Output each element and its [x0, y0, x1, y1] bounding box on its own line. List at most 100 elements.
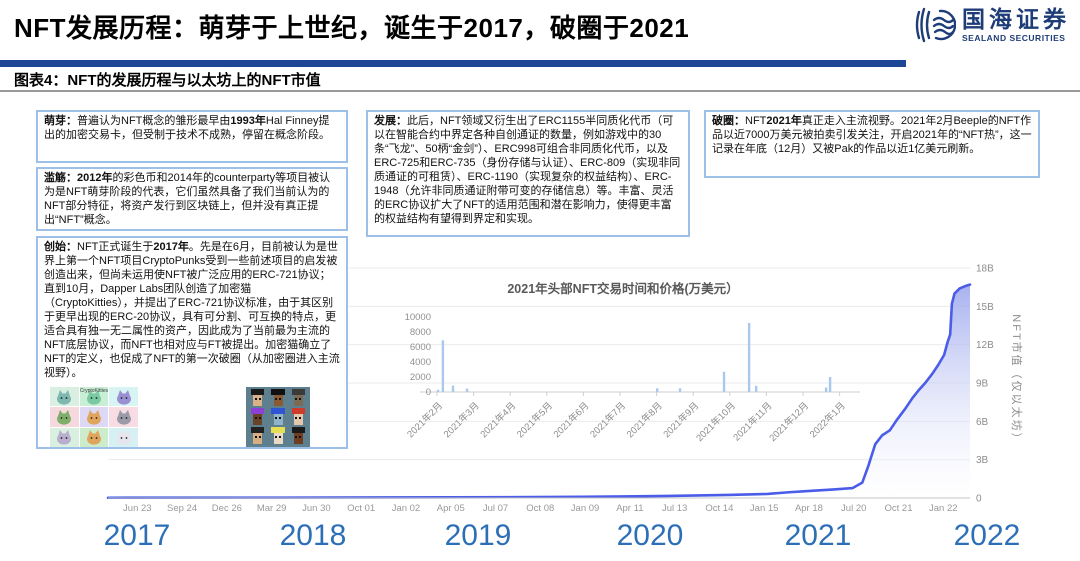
sale-bar [722, 371, 726, 392]
sale-bar [436, 389, 440, 392]
month-label: 2021年5月 [514, 400, 555, 441]
y-tick-label-right: 18B [976, 264, 994, 275]
info-box-development: 发展：此后，NFT领域又衍生出了ERC1155半同质化代币（可以在智能合约中界定… [366, 110, 690, 237]
sale-bar [824, 387, 828, 392]
sale-bar [747, 323, 751, 392]
y-tick-label-right: 0 [976, 494, 982, 505]
kitty-tile [50, 387, 79, 407]
title-underline-rule [0, 60, 906, 67]
box-term: 萌芽： [44, 115, 77, 127]
punk-avatar [248, 389, 267, 407]
x-tick-label: Oct 21 [885, 503, 913, 514]
x-tick-label: Jun 30 [302, 503, 331, 514]
y-tick-label-right: 6B [976, 417, 989, 428]
punk-avatar [268, 408, 287, 426]
x-tick-label: Oct 14 [705, 503, 733, 514]
sealand-logo: 国海证券 SEALAND SECURITIES [914, 5, 1070, 45]
x-tick-label: Mar 29 [257, 503, 287, 514]
kitty-cat-icon [116, 389, 131, 405]
bar-y-tick-label: 10000 [405, 312, 431, 323]
info-box-origin: 滥觞：2012年的彩色币和2014年的counterparty等项目被认为是NF… [36, 167, 348, 231]
punk-avatar [248, 427, 267, 445]
month-label: 2021年4月 [478, 400, 519, 441]
kitty-cat-icon [86, 389, 101, 405]
punk-avatar [268, 427, 287, 445]
month-label: 2022年1月 [807, 400, 848, 441]
box-term: 滥觞： [44, 172, 77, 184]
y-tick-label-right: 15B [976, 302, 994, 313]
year-label: 2021 [784, 519, 852, 552]
x-tick-label: Dec 26 [212, 503, 242, 514]
punk-avatar [268, 389, 287, 407]
year-label: 2018 [279, 519, 347, 552]
info-box-text: 滥觞：2012年的彩色币和2014年的counterparty等项目被认为是NF… [44, 172, 331, 226]
kitty-cat-icon [116, 430, 131, 445]
x-tick-label: Jul 20 [841, 503, 866, 514]
month-label: 2021年2月 [405, 400, 446, 441]
info-box-text: 发展：此后，NFT领域又衍生出了ERC1155半同质化代币（可以在智能合约中界定… [374, 115, 681, 225]
kitty-tile: CryptoKitties [79, 387, 109, 407]
kitty-tile [50, 427, 79, 447]
kitty-tile [109, 407, 138, 427]
month-label: 2021年6月 [551, 400, 592, 441]
sale-bar [828, 377, 832, 392]
punk-avatar [248, 408, 267, 426]
x-tick-label: Jun 23 [123, 503, 152, 514]
bar-chart-title: 2021年头部NFT交易时间和价格(万美元） [507, 282, 739, 296]
kitty-tile [79, 407, 109, 427]
x-tick-label: Oct 01 [347, 503, 375, 514]
x-tick-label: Jan 09 [571, 503, 600, 514]
year-label: 2020 [616, 519, 684, 552]
kitty-cat-icon [57, 389, 72, 405]
caption-divider-rule [0, 90, 1080, 92]
year-label: 2019 [444, 519, 512, 552]
cryptokitties-label: CryptoKitties [79, 388, 109, 394]
box-term: 发展： [374, 115, 407, 127]
box-term: 破圈： [712, 115, 745, 127]
figure-caption: 图表4：NFT的发展历程与以太坊上的NFT市值 [14, 72, 321, 89]
bar-y-tick-label: 6000 [410, 342, 431, 353]
sale-bar [465, 388, 469, 392]
market-cap-line [106, 283, 972, 500]
y-tick-label-right: 12B [976, 340, 994, 351]
logo-text: 国海证券 SEALAND SECURITIES [962, 5, 1070, 43]
cryptokitties-image: CryptoKitties [50, 387, 138, 447]
info-box-text: 创始：NFT正式诞生于2017年。先是在6月，目前被认为是世界上第一个NFT项目… [44, 241, 340, 379]
kitty-cat-icon [57, 409, 72, 425]
market-cap-axis-label: NFT市值（仅以太坊） [1010, 314, 1022, 446]
x-tick-label: Jan 15 [750, 503, 779, 514]
month-label: 2021年8月 [624, 400, 665, 441]
logo-name-en: SEALAND SECURITIES [962, 32, 1066, 43]
cryptopunks-image [246, 387, 310, 447]
nft-example-images: CryptoKitties [38, 387, 346, 447]
bar-y-tick-label: 2000 [410, 372, 431, 383]
kitty-tile [79, 427, 109, 447]
kitty-tile [109, 387, 138, 407]
x-tick-label: Apr 18 [795, 503, 823, 514]
x-tick-label: Jan 02 [392, 503, 421, 514]
month-label: 2021年3月 [441, 400, 482, 441]
kitty-cat-icon [116, 409, 131, 425]
info-box-text: 萌芽：普遍认为NFT概念的雏形最早由1993年Hal Finney提出的加密交易… [44, 115, 330, 141]
x-tick-label: Jan 22 [929, 503, 958, 514]
sale-bar [441, 340, 445, 392]
page-title: NFT发展历程：萌芽于上世纪，诞生于2017，破圈于2021 [14, 13, 690, 43]
market-cap-area [108, 284, 970, 498]
sale-bar [655, 388, 659, 392]
info-box-text: 破圈：NFT2021年真正走入主流视野。2021年2月Beeple的NFT作品以… [712, 115, 1032, 155]
year-label: 2017 [103, 519, 171, 552]
kitty-tile [109, 427, 138, 447]
sale-bar [678, 388, 682, 392]
punk-avatar [289, 427, 308, 445]
kitty-cat-icon [86, 409, 101, 425]
info-box-germination: 萌芽：普遍认为NFT概念的雏形最早由1993年Hal Finney提出的加密交易… [36, 110, 348, 163]
bar-y-tick-label: 0 [426, 387, 431, 398]
sale-bar [451, 385, 455, 392]
y-tick-label-right: 9B [976, 379, 989, 390]
punk-avatar [289, 408, 308, 426]
year-label: 2022 [953, 519, 1021, 552]
bar-y-tick-label: 8000 [410, 327, 431, 338]
logo-name-cn: 国海证券 [962, 5, 1070, 32]
